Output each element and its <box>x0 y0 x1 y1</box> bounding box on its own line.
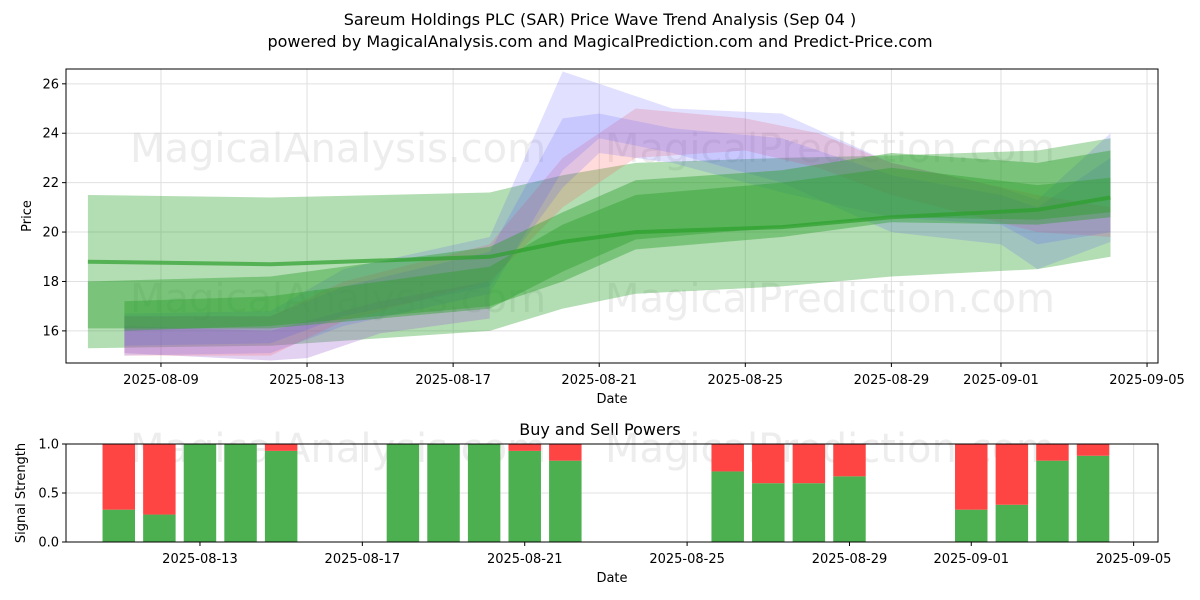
x-tick-label: 2025-08-09 <box>123 373 199 388</box>
y-tick-label: 26 <box>42 77 59 92</box>
sell-bar <box>508 444 541 451</box>
x-axis-label: Date <box>596 392 627 407</box>
x-tick-label: 2025-08-29 <box>854 373 930 388</box>
sell-bar <box>711 444 744 472</box>
x-tick-label: 2025-09-05 <box>1109 373 1185 388</box>
buy-bar <box>1036 460 1069 542</box>
watermark-text: MagicalPrediction.com <box>605 276 1055 322</box>
buy-sell-plot: MagicalAnalysis.com MagicalPrediction.com… <box>14 426 1171 586</box>
y-axis-label: Price <box>20 200 35 232</box>
x-tick-label: 2025-08-21 <box>487 552 563 567</box>
price-wave-plot: MagicalAnalysis.com MagicalPrediction.com… <box>20 68 1185 407</box>
chart-subtitle: powered by MagicalAnalysis.com and Magic… <box>267 32 933 51</box>
sell-bar <box>143 444 176 515</box>
x-tick-label: 2025-08-21 <box>561 373 637 388</box>
chart-title: Sareum Holdings PLC (SAR) Price Wave Tre… <box>343 10 857 29</box>
y-tick-label: 24 <box>42 127 59 142</box>
green-wave-band <box>87 150 1111 329</box>
x-axis-label: Date <box>596 571 627 586</box>
buy-bar <box>224 444 257 542</box>
buy-bar <box>183 444 217 542</box>
buy-bar <box>143 514 176 542</box>
y-tick-label: 0.0 <box>38 536 59 551</box>
buy-bar <box>264 450 298 542</box>
x-tick-label: 2025-08-25 <box>649 552 725 567</box>
bar-chart-title: Buy and Sell Powers <box>519 420 681 439</box>
buy-bar <box>508 450 541 542</box>
x-tick-label: 2025-09-05 <box>1096 552 1172 567</box>
sell-bar <box>1036 444 1069 461</box>
y-tick-label: 22 <box>42 176 59 191</box>
y-axis-label: Signal Strength <box>14 443 29 543</box>
buy-bar <box>995 504 1029 542</box>
buy-bar <box>792 483 826 542</box>
trend-line <box>87 195 1111 267</box>
buy-bar <box>102 509 136 542</box>
x-tick-label: 2025-08-25 <box>708 373 784 388</box>
sell-bar <box>995 444 1029 505</box>
buy-bar <box>1076 455 1110 542</box>
buy-bar <box>549 460 582 542</box>
watermark-text: MagicalAnalysis.com <box>130 276 546 322</box>
red-wave-band <box>124 108 1111 356</box>
x-tick-label: 2025-08-17 <box>415 373 491 388</box>
y-tick-label: 20 <box>42 226 59 241</box>
y-tick-label: 0.5 <box>38 487 59 502</box>
x-tick-label: 2025-08-29 <box>812 552 888 567</box>
sell-bar <box>792 444 826 484</box>
blue-wave-band <box>124 71 1111 356</box>
watermark-text: MagicalAnalysis.com <box>130 126 546 172</box>
sell-bar <box>955 444 988 510</box>
x-tick-label: 2025-08-13 <box>162 552 238 567</box>
x-tick-label: 2025-09-01 <box>963 373 1039 388</box>
blue-wave-band <box>124 113 1111 346</box>
buy-bar <box>386 444 420 542</box>
y-tick-label: 18 <box>42 275 59 290</box>
plot-frame <box>65 68 1159 364</box>
buy-bar <box>752 483 785 542</box>
sell-bar <box>833 444 866 477</box>
x-tick-label: 2025-09-01 <box>933 552 1009 567</box>
sell-bar <box>264 444 298 451</box>
buy-bar <box>833 476 866 542</box>
watermark-text: MagicalPrediction.com <box>605 126 1055 172</box>
y-tick-label: 1.0 <box>38 438 59 453</box>
buy-bar <box>955 509 988 542</box>
buy-bar <box>427 444 460 542</box>
x-tick-label: 2025-08-17 <box>325 552 401 567</box>
buy-bar <box>711 471 744 542</box>
buy-bar <box>467 444 501 542</box>
purple-wave-band <box>124 281 490 361</box>
sell-bar <box>549 444 582 461</box>
y-tick-label: 16 <box>42 324 59 339</box>
green-wave-band <box>124 167 1111 331</box>
green-outer-band <box>87 138 1111 349</box>
sell-bar <box>102 444 136 510</box>
x-tick-label: 2025-08-13 <box>269 373 345 388</box>
sell-bar <box>1076 444 1110 456</box>
sell-bar <box>752 444 785 484</box>
